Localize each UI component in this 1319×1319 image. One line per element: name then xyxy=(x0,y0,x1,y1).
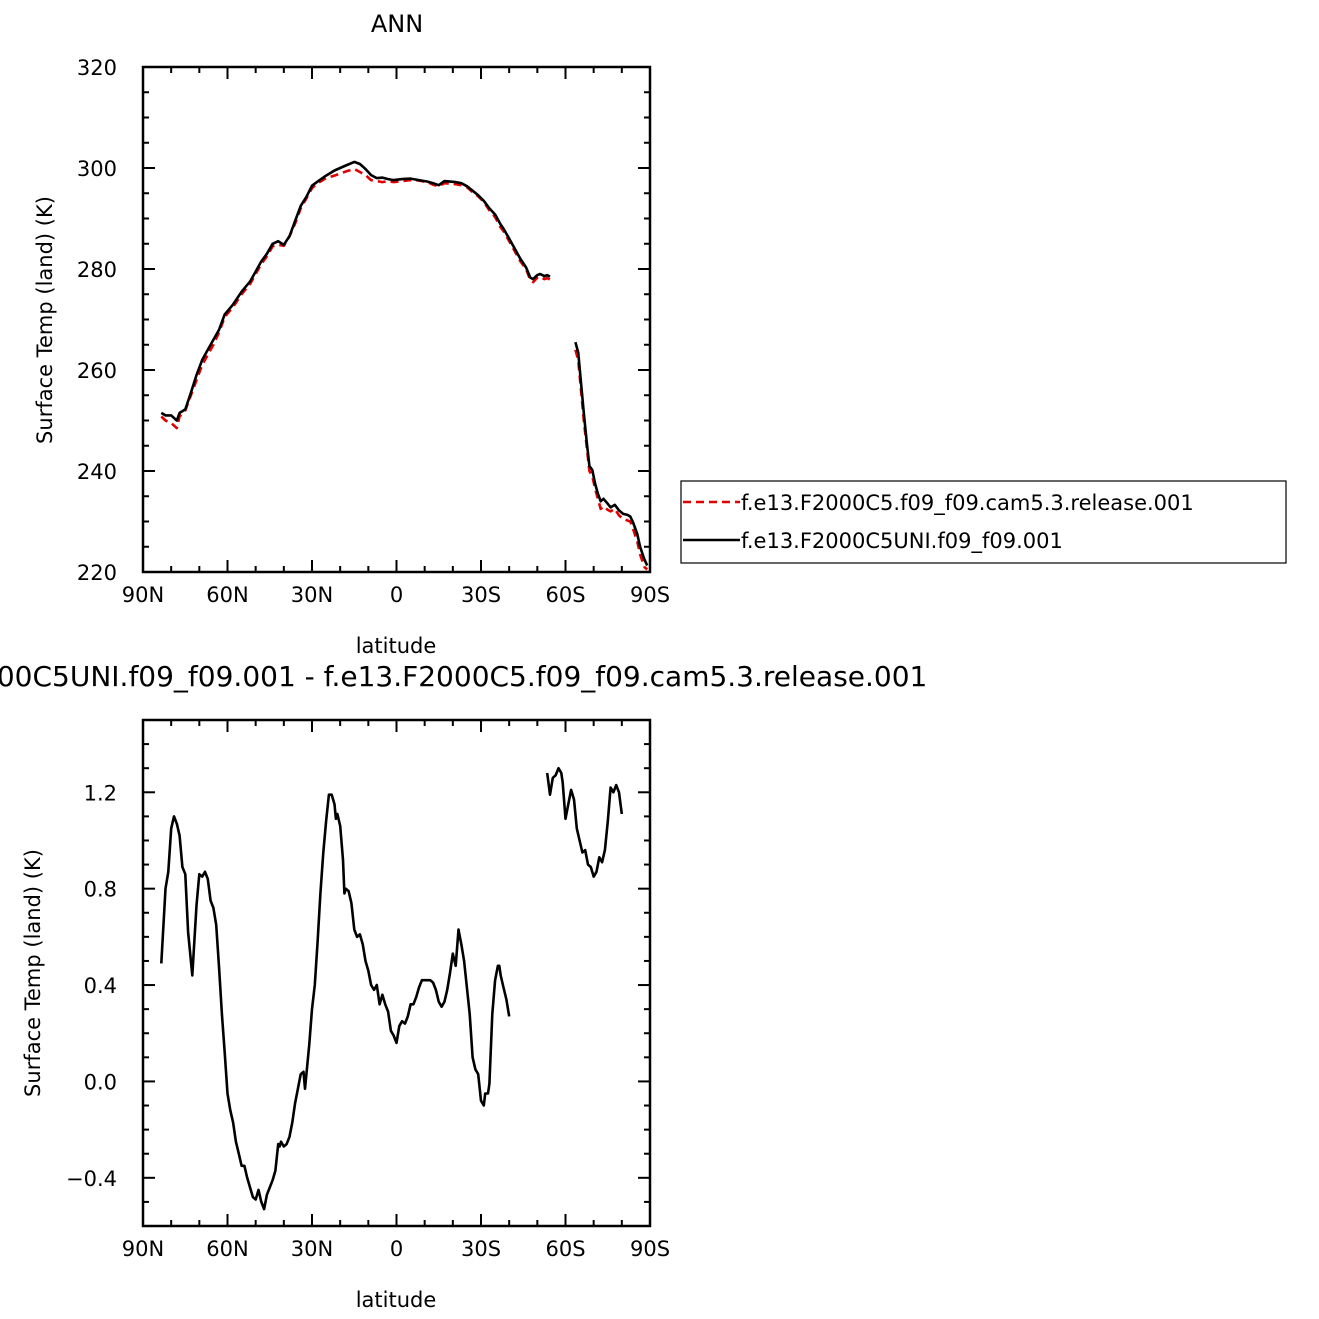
bottom-x-tick-label: 90S xyxy=(630,1237,670,1261)
top-series-1-line-seg-1 xyxy=(574,341,649,566)
legend-entry-release: f.e13.F2000C5.f09_f09.cam5.3.release.001 xyxy=(741,491,1194,516)
top-x-tick-label: 90S xyxy=(630,583,670,607)
top-series-0-line-seg-0 xyxy=(160,167,551,430)
top-chart-title: ANN xyxy=(371,10,423,38)
top-y-tick-label: 320 xyxy=(77,56,117,80)
bottom-series-0-line-seg-1 xyxy=(545,766,624,878)
top-x-tick-label: 30N xyxy=(291,583,333,607)
bottom-x-tick-label: 30S xyxy=(461,1237,501,1261)
top-x-tick-label: 60N xyxy=(206,583,248,607)
top-y-tick-label: 240 xyxy=(77,460,117,484)
bottom-series-0-line-seg-0 xyxy=(160,793,511,1211)
bottom-x-tick-label: 0 xyxy=(390,1237,403,1261)
bottom-chart: f.e13.F2000C5UNI.f09_f09.001 - f.e13.F20… xyxy=(0,660,927,1312)
bottom-x-axis-label: latitude xyxy=(356,1288,437,1312)
bottom-chart-title: f.e13.F2000C5UNI.f09_f09.001 - f.e13.F20… xyxy=(0,660,927,693)
top-x-tick-label: 90N xyxy=(122,583,164,607)
bottom-y-tick-label: 1.2 xyxy=(84,781,117,805)
top-x-axis-label: latitude xyxy=(356,634,437,658)
bottom-y-tick-label: 0.8 xyxy=(84,878,117,902)
bottom-y-axis-label: Surface Temp (land) (K) xyxy=(21,849,45,1097)
top-y-tick-label: 280 xyxy=(77,258,117,282)
top-plot-frame xyxy=(141,65,652,574)
bottom-y-tick-label: −0.4 xyxy=(66,1167,117,1191)
bottom-x-tick-label: 60S xyxy=(545,1237,585,1261)
top-x-tick-label: 30S xyxy=(461,583,501,607)
top-series-1-line-seg-0 xyxy=(160,160,551,422)
bottom-x-tick-label: 30N xyxy=(291,1237,333,1261)
top-y-tick-label: 260 xyxy=(77,359,117,383)
bottom-x-tick-label: 90N xyxy=(122,1237,164,1261)
bottom-x-tick-label: 60N xyxy=(206,1237,248,1261)
top-series-0-line-seg-1 xyxy=(574,349,649,571)
legend-entry-uni: f.e13.F2000C5UNI.f09_f09.001 xyxy=(741,529,1063,554)
top-x-tick-label: 0 xyxy=(390,583,403,607)
bottom-plot-frame xyxy=(141,718,652,1228)
bottom-y-tick-label: 0.0 xyxy=(84,1070,117,1094)
legend-box xyxy=(680,480,1287,564)
legend: f.e13.F2000C5.f09_f09.cam5.3.release.001… xyxy=(680,480,1287,564)
top-y-tick-label: 300 xyxy=(77,157,117,181)
top-y-axis-label: Surface Temp (land) (K) xyxy=(33,196,57,444)
top-chart: ANN 90N 60N 30N 0 30S 60S 90S 220 240 260 280 300 32… xyxy=(33,10,670,658)
bottom-y-tick-label: 0.4 xyxy=(84,974,117,998)
top-y-tick-label: 220 xyxy=(77,561,117,585)
top-x-tick-label: 60S xyxy=(545,583,585,607)
